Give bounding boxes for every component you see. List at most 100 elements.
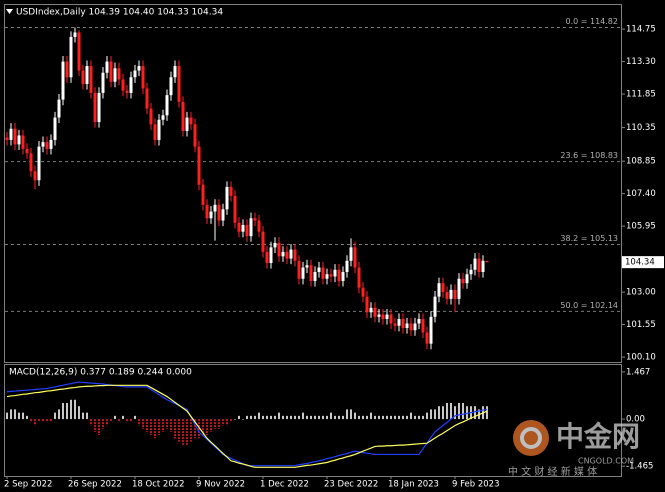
watermark: 中金网 CNGOLD.COM 中 文 财 经 新 媒 体 [508,420,640,478]
macd-histogram-bar [26,415,28,420]
candle-body [297,260,301,279]
y-tick-label: 100.10 [626,353,656,363]
macd-histogram-bar [366,415,368,420]
macd-histogram-bar [410,412,412,420]
macd-histogram-bar [286,415,288,420]
macd-histogram-bar [274,415,276,420]
macd-histogram-bar [474,406,476,420]
candle-body [353,247,357,268]
macd-histogram-bar [370,412,372,420]
candle-body [369,307,373,313]
candle-body [473,258,477,270]
candle-body [325,274,329,279]
macd-histogram-bar [10,409,12,420]
candle-body [97,92,101,123]
candle-body [373,307,377,317]
macd-histogram-bar [322,415,324,420]
macd-histogram-bar [374,415,376,420]
y-tick-label: 108.85 [626,157,656,167]
candle-body [109,61,113,82]
x-tick-label: 1 Dec 2022 [260,480,309,490]
macd-histogram-bar [378,415,380,420]
macd-histogram-bar [486,406,488,420]
macd-y-tick-label: 0.00 [626,415,645,425]
candle-body [33,171,37,181]
candle-body [13,128,17,145]
watermark-logo [513,420,549,456]
fib-label: 23.6 = 108.83 [560,151,618,160]
candle-body [65,61,69,78]
macd-histogram-bar [362,415,364,420]
candle-body [445,292,449,299]
candle-body [421,319,425,333]
candle-body [129,77,133,93]
candle-body [305,265,309,268]
candle-body [293,249,297,261]
candle-body [105,61,109,73]
macd-histogram-bar [86,412,88,420]
macd-histogram-bar [382,415,384,420]
macd-histogram-bar [298,415,300,420]
candle-body [153,124,157,140]
y-tick-label: 111.85 [626,90,656,100]
candle-body [433,296,437,317]
candle-body [117,68,121,80]
candle-body [469,269,473,275]
candle-body [277,242,281,257]
macd-histogram-bar [430,409,432,420]
fib-label: 50.0 = 102.14 [560,301,618,310]
macd-histogram-bar [82,412,84,420]
candle-body [45,142,49,149]
candle-body [149,108,153,125]
x-tick-label: 18 Jan 2023 [388,480,439,490]
candle-body [437,283,441,297]
candle-body [385,314,389,320]
watermark-logo-ring [520,427,542,449]
x-tick-label: 9 Nov 2022 [196,480,245,490]
menu-triangle[interactable] [6,9,13,14]
candle-body [61,61,65,100]
macd-histogram-bar [446,402,448,420]
chart-header: USDIndex,Daily 104.39 104.40 104.33 104.… [16,8,223,18]
watermark-site: CNGOLD.COM [578,457,634,466]
candle-body [281,251,285,257]
candle-body [269,247,273,264]
x-tick-label: 23 Dec 2022 [324,480,378,490]
macd-label: MACD(12,26,9) 0.377 0.189 0.244 0.000 [9,368,192,378]
macd-histogram-bar [58,409,60,420]
candle-body [25,148,29,154]
macd-histogram-bar [390,415,392,420]
candle-body [73,32,77,37]
candle-body [429,316,433,344]
macd-histogram-bar [462,402,464,420]
fib-label: 38.2 = 105.13 [560,234,618,243]
candle-body [273,242,277,248]
macd-histogram-bar [262,415,264,420]
candle-body [361,287,365,297]
macd-histogram-bar [266,415,268,420]
candle-body [301,267,305,279]
candle-body [85,66,89,84]
candle-body [285,251,289,259]
candle-body [485,261,489,263]
macd-histogram-bar [246,415,248,420]
current-price-label: 104.34 [625,258,655,268]
macd-histogram-bar [414,415,416,420]
macd-histogram-bar [442,406,444,420]
y-tick-label: 113.30 [626,57,656,67]
candle-body [357,267,361,288]
candle-body [341,272,345,281]
fib-label: 0.0 = 114.82 [565,17,618,26]
candle-body [113,68,117,82]
macd-histogram-bar [350,409,352,420]
macd-histogram-bar [258,412,260,420]
candle-body [309,265,313,281]
candle-body [213,204,217,212]
candle-body [397,319,401,326]
candle-body [157,119,161,140]
macd-histogram-bar [450,402,452,420]
macd-histogram-bar [418,415,420,420]
candle-body [5,137,9,140]
candle-body [333,269,337,277]
